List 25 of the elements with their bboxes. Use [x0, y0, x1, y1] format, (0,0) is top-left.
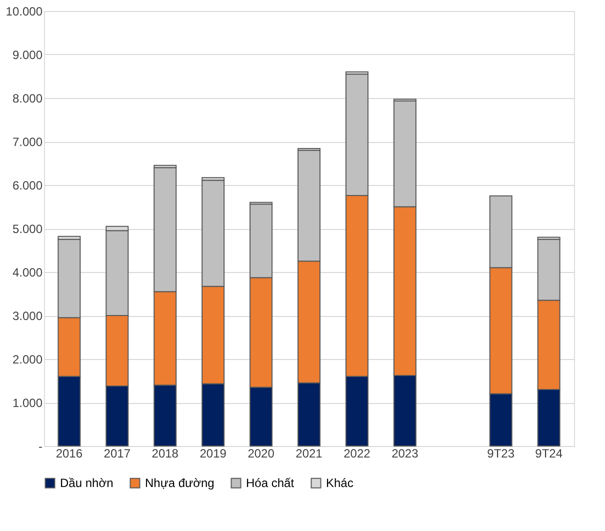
- x-tick-label: 9T24: [535, 446, 563, 460]
- x-tick-label: 2017: [104, 446, 131, 460]
- y-tick-label: 8.000: [12, 92, 43, 106]
- y-tick-label: 4.000: [12, 266, 43, 280]
- x-tick-label: 2016: [56, 446, 83, 460]
- x-tick-label: 9T23: [487, 446, 515, 460]
- x-tick-label: 2018: [152, 446, 179, 460]
- legend-label: Khác: [326, 476, 354, 490]
- x-tick-label: 2019: [200, 446, 227, 460]
- y-tick-label: -: [38, 440, 42, 454]
- y-tick-label: 9.000: [12, 48, 43, 62]
- y-tick-label: 5.000: [12, 222, 43, 236]
- y-tick-label: 10.000: [6, 4, 43, 18]
- x-tick-label: 2021: [296, 446, 323, 460]
- legend-label: Nhựa đường: [145, 476, 214, 490]
- y-tick-label: 7.000: [12, 135, 43, 149]
- x-tick-label: 2022: [344, 446, 371, 460]
- x-tick-label: 2020: [248, 446, 275, 460]
- y-tick-label: 6.000: [12, 178, 43, 192]
- y-tick-label: 1.000: [12, 396, 43, 410]
- y-tick-label: 3.000: [12, 309, 43, 323]
- legend-label: Hóa chất: [246, 476, 295, 490]
- legend-label: Dầu nhờn: [60, 476, 114, 490]
- y-tick-label: 2.000: [12, 352, 43, 366]
- x-tick-label: 2023: [392, 446, 419, 460]
